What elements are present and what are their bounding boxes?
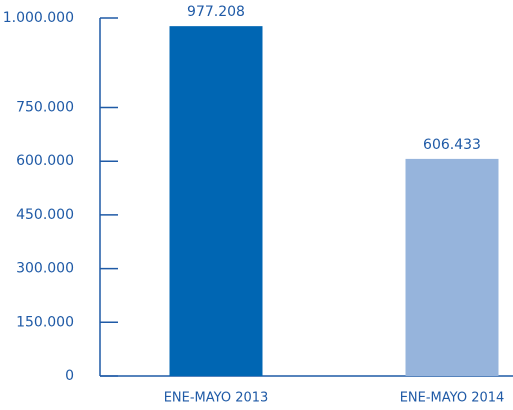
y-tick-label: 0 <box>65 368 74 384</box>
y-tick-label: 150.000 <box>16 314 74 330</box>
x-tick-label: ENE-MAYO 2014 <box>400 391 505 406</box>
bar <box>169 26 263 376</box>
x-tick-label: ENE-MAYO 2013 <box>164 391 269 406</box>
y-tick-label: 300.000 <box>16 261 74 277</box>
value-label: 977.208 <box>187 4 245 20</box>
bar <box>405 158 499 376</box>
y-tick-label: 750.000 <box>16 100 74 116</box>
y-tick-label: 1.000.000 <box>3 10 74 26</box>
value-label: 606.433 <box>423 137 481 153</box>
y-tick-label: 600.000 <box>16 153 74 169</box>
y-tick-label: 450.000 <box>16 207 74 223</box>
